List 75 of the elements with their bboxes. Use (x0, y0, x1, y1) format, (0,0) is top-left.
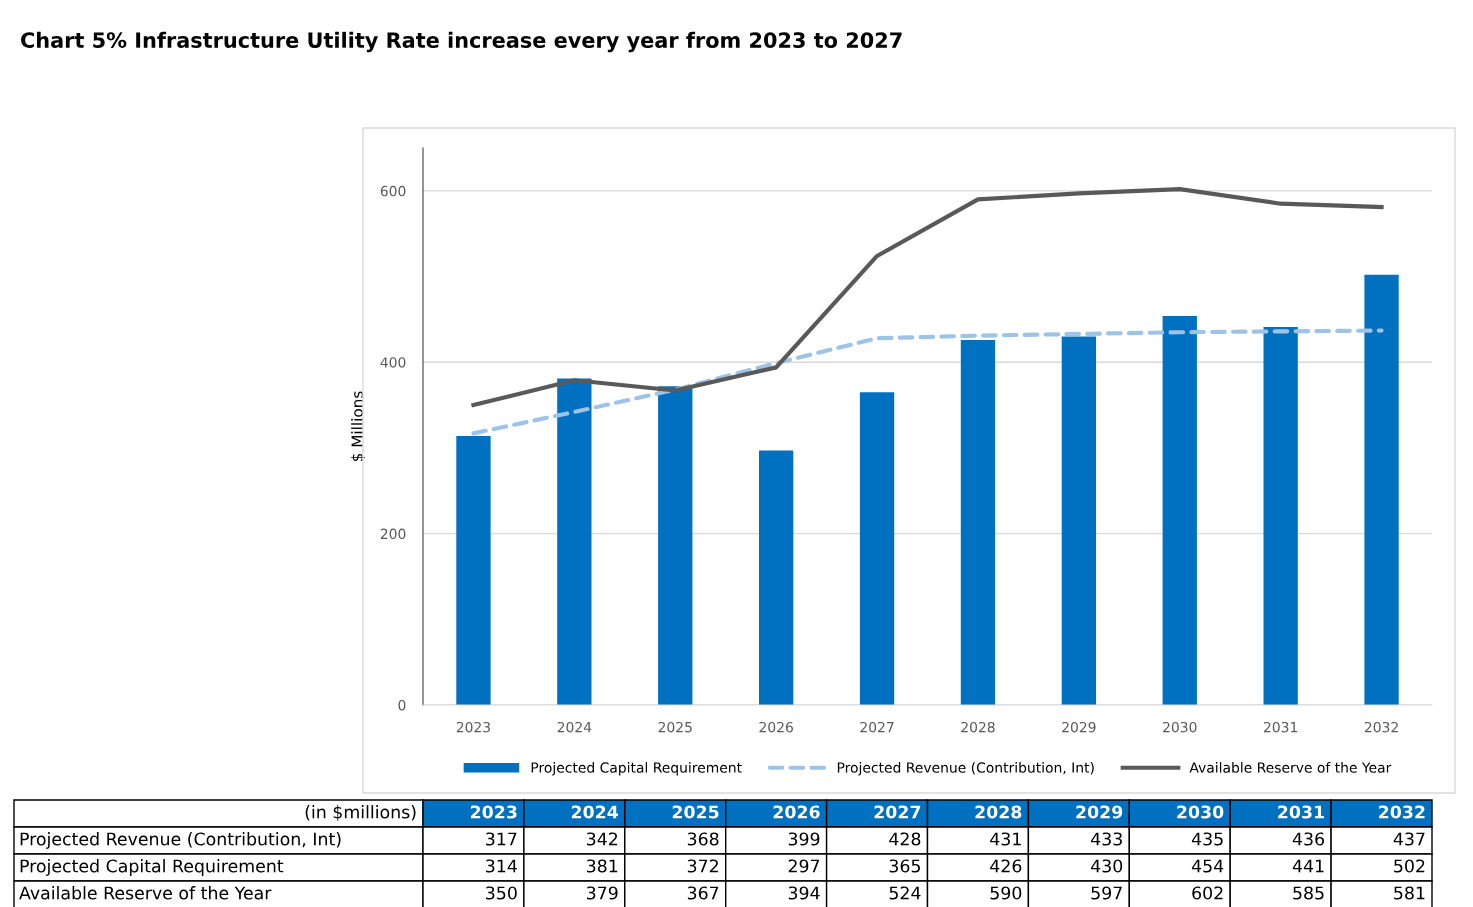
category-label: 2026 (773, 805, 820, 819)
category-label: 2032 (1379, 805, 1425, 819)
line-series (471, 187, 1384, 408)
legend-label: Available Reserve of the Year (1189, 762, 1392, 773)
data-label: 454 (1191, 859, 1224, 873)
data-label: 585 (1293, 886, 1324, 900)
y-tick-label: 0 (398, 699, 406, 711)
data-label: 317 (486, 832, 517, 846)
data-label: 502 (1394, 859, 1425, 873)
category-label: 2023 (470, 805, 517, 819)
chart-title: Chart 5% Infrastructure Utility Rate increase every year from 2023 to 2027 (21, 31, 902, 53)
category-label: 2029 (1076, 805, 1123, 819)
x-tick-label: 2024 (557, 721, 592, 733)
bar (456, 435, 491, 705)
data-label: 314 (486, 859, 517, 873)
text: Projected Capital Requirement (20, 859, 284, 876)
data-label: 342 (586, 832, 618, 846)
data-label: 379 (586, 886, 618, 900)
data-label: 372 (687, 859, 718, 873)
x-tick-label: 2027 (860, 721, 894, 733)
text: Projected Revenue (Contribution, Int) (20, 832, 341, 849)
bar (1061, 336, 1096, 705)
data-label: 426 (990, 859, 1022, 873)
data-label: 581 (1394, 886, 1425, 900)
text: (in $millions) (305, 805, 416, 821)
line-series (471, 328, 1384, 436)
bar (960, 339, 996, 705)
legend-label: Projected Revenue (Contribution, Int) (837, 762, 1094, 776)
data-label: 597 (1091, 886, 1122, 900)
category-label: 2028 (975, 805, 1022, 819)
x-tick-label: 2029 (1062, 721, 1096, 733)
data-label: 365 (889, 859, 920, 873)
x-tick-label: 2030 (1163, 721, 1197, 733)
y-axis-title: $ Millions (351, 391, 365, 462)
x-tick-label: 2032 (1364, 721, 1398, 733)
category-label: 2024 (571, 805, 618, 819)
data-label: 394 (788, 886, 820, 900)
data-label: 367 (687, 886, 719, 900)
bar (658, 386, 693, 705)
bar (1263, 327, 1298, 705)
data-label: 436 (1292, 832, 1325, 846)
legend-label: Projected Capital Requirement (531, 762, 742, 776)
bar (1364, 274, 1399, 705)
bar (557, 378, 592, 705)
data-label: 381 (586, 859, 618, 873)
x-tick-label: 2023 (456, 721, 491, 733)
data-label: 350 (486, 886, 517, 900)
data-label: 431 (990, 832, 1021, 846)
text: Available Reserve of the Year (19, 886, 272, 900)
x-tick-label: 2026 (759, 721, 793, 733)
data-label: 441 (1292, 859, 1324, 873)
data-label: 437 (1393, 832, 1425, 846)
category-label: 2027 (874, 805, 921, 819)
data-label: 590 (990, 886, 1022, 900)
y-tick-label: 600 (380, 185, 406, 197)
data-label: 297 (788, 859, 820, 873)
data-label: 428 (889, 832, 921, 846)
data-label: 433 (1091, 832, 1122, 846)
bar (859, 392, 895, 705)
data-label: 435 (1191, 832, 1223, 846)
bar (1162, 315, 1197, 705)
category-label: 2031 (1278, 805, 1324, 819)
x-tick-label: 2031 (1263, 721, 1298, 733)
data-label: 368 (687, 832, 719, 846)
y-tick-label: 400 (380, 357, 406, 368)
y-tick-label: 200 (380, 528, 406, 540)
category-label: 2030 (1177, 805, 1224, 819)
data-label: 524 (889, 886, 921, 900)
data-label: 430 (1091, 859, 1123, 873)
data-label: 399 (788, 832, 820, 846)
category-label: 2025 (672, 805, 719, 819)
data-label: 602 (1192, 886, 1223, 900)
x-tick-label: 2028 (961, 721, 995, 733)
bar (759, 450, 794, 705)
x-tick-label: 2025 (658, 721, 692, 733)
